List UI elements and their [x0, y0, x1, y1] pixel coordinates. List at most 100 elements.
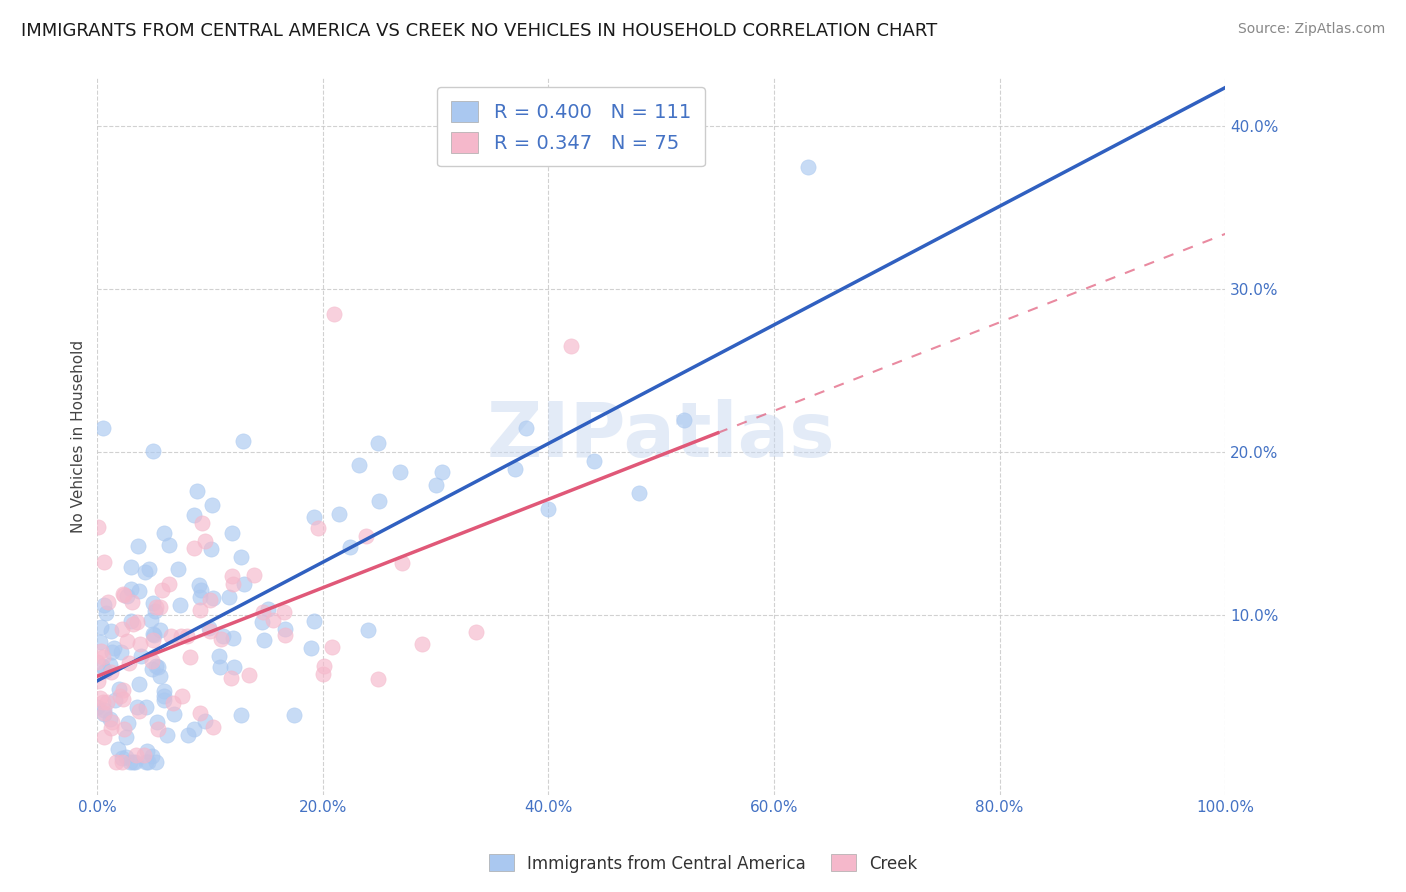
- Point: [100, 645, 122, 659]
- Point: [112, 588, 135, 602]
- Point: [198, 592, 221, 607]
- Point: [89, 690, 111, 705]
- Point: [120, 582, 142, 596]
- Point: [142, 444, 165, 458]
- Point: [108, 689, 131, 703]
- Point: [323, 307, 346, 321]
- Point: [425, 478, 447, 492]
- Point: [283, 707, 305, 722]
- Point: [191, 516, 214, 531]
- Point: [145, 659, 167, 673]
- Point: [302, 509, 325, 524]
- Point: [328, 507, 350, 521]
- Point: [142, 627, 165, 641]
- Point: [208, 660, 231, 674]
- Point: [321, 640, 343, 655]
- Point: [232, 434, 254, 448]
- Point: [149, 623, 172, 637]
- Point: [208, 649, 231, 664]
- Point: [156, 728, 179, 742]
- Point: [172, 689, 194, 703]
- Point: [90, 644, 112, 658]
- Point: [188, 706, 211, 720]
- Point: [98, 658, 121, 673]
- Point: [115, 730, 138, 744]
- Point: [194, 714, 217, 728]
- Point: [179, 649, 201, 664]
- Point: [111, 587, 134, 601]
- Point: [222, 632, 245, 646]
- Point: [100, 624, 122, 639]
- Point: [101, 714, 124, 729]
- Text: IMMIGRANTS FROM CENTRAL AMERICA VS CREEK NO VEHICLES IN HOUSEHOLD CORRELATION CH: IMMIGRANTS FROM CENTRAL AMERICA VS CREEK…: [21, 22, 938, 40]
- Point: [94, 607, 117, 621]
- Point: [143, 628, 166, 642]
- Point: [167, 562, 190, 576]
- Point: [188, 590, 211, 604]
- Point: [127, 539, 149, 553]
- Point: [98, 712, 121, 726]
- Point: [129, 637, 152, 651]
- Point: [118, 657, 141, 671]
- Point: [93, 706, 115, 720]
- Point: [90, 619, 112, 633]
- Point: [273, 606, 295, 620]
- Point: [302, 614, 325, 628]
- Point: [537, 502, 560, 516]
- Point: [115, 634, 138, 648]
- Text: Source: ZipAtlas.com: Source: ZipAtlas.com: [1237, 22, 1385, 37]
- Point: [243, 568, 266, 582]
- Point: [86, 655, 108, 669]
- Point: [221, 568, 243, 582]
- Point: [121, 595, 143, 609]
- Point: [252, 605, 274, 619]
- Text: ZIPatlas: ZIPatlas: [486, 399, 835, 473]
- Point: [250, 615, 273, 630]
- Point: [111, 683, 134, 698]
- Point: [117, 715, 139, 730]
- Point: [464, 624, 486, 639]
- Point: [91, 421, 114, 435]
- Point: [149, 669, 172, 683]
- Point: [157, 538, 180, 552]
- Legend: Immigrants from Central America, Creek: Immigrants from Central America, Creek: [482, 847, 924, 880]
- Point: [202, 591, 225, 606]
- Point: [111, 755, 134, 769]
- Point: [87, 674, 110, 689]
- Point: [105, 755, 128, 769]
- Point: [188, 603, 211, 617]
- Point: [357, 624, 380, 638]
- Point: [114, 749, 136, 764]
- Point: [138, 562, 160, 576]
- Point: [93, 556, 115, 570]
- Point: [125, 747, 148, 762]
- Point: [218, 590, 240, 604]
- Point: [141, 654, 163, 668]
- Point: [411, 637, 433, 651]
- Point: [127, 615, 149, 629]
- Point: [312, 659, 335, 673]
- Point: [111, 691, 134, 706]
- Point: [190, 583, 212, 598]
- Point: [148, 723, 170, 737]
- Point: [139, 613, 162, 627]
- Point: [187, 578, 209, 592]
- Point: [118, 755, 141, 769]
- Point: [89, 634, 111, 648]
- Point: [797, 160, 820, 174]
- Point: [141, 662, 163, 676]
- Point: [93, 707, 115, 722]
- Point: [142, 596, 165, 610]
- Point: [153, 689, 176, 703]
- Point: [186, 484, 208, 499]
- Point: [200, 541, 222, 556]
- Point: [153, 525, 176, 540]
- Point: [135, 755, 157, 769]
- Point: [183, 508, 205, 522]
- Point: [256, 602, 278, 616]
- Point: [124, 755, 146, 769]
- Point: [91, 659, 114, 673]
- Point: [627, 486, 650, 500]
- Point: [391, 556, 413, 570]
- Point: [503, 461, 526, 475]
